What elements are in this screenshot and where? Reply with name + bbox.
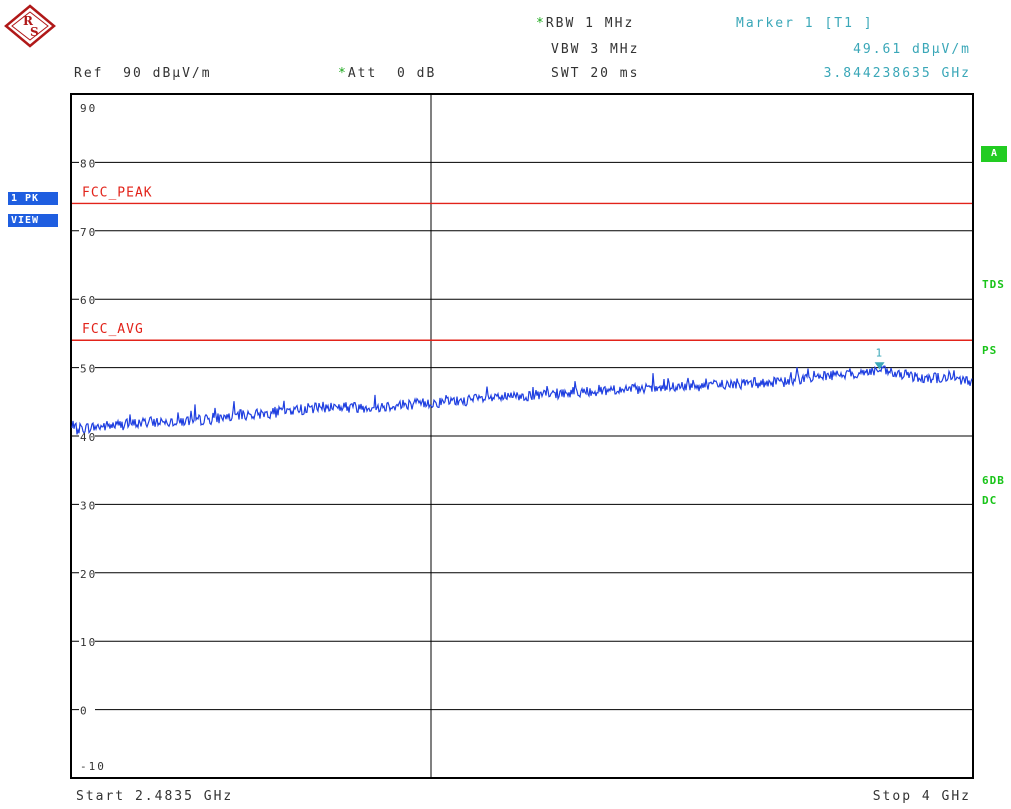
y-tick-label: 30 (80, 499, 97, 512)
y-tick-label: 20 (80, 568, 97, 581)
y-tick-label: 50 (80, 363, 97, 376)
stop-frequency: Stop 4 GHz (872, 789, 971, 804)
y-tick-label-bg (79, 224, 95, 237)
rbw-coupled-star: * (536, 16, 546, 31)
y-tick-label: 90 (80, 102, 97, 115)
swt-setting: SWT 20 ms (551, 66, 639, 81)
y-tick-label: 60 (80, 294, 97, 307)
rbw-setting: *RBW 1 MHz (536, 16, 634, 31)
att-coupled-star: * (338, 66, 348, 81)
ref-label: Ref (74, 66, 104, 81)
vbw-label: VBW (551, 42, 581, 57)
ref-value: 90 dBµV/m (123, 66, 212, 81)
y-tick-labels: 90 80 70 60 50 40 30 20 10 0 -10 (79, 102, 106, 773)
attenuation: *Att 0 dB (338, 66, 436, 81)
y-tick-label-bg (79, 361, 95, 374)
limit-line-label: FCC_AVG (82, 322, 144, 337)
y-tick-label-bg (79, 156, 95, 169)
marker-level: 49.61 dBµV/m (853, 42, 971, 57)
grid (72, 94, 972, 778)
limit-line-label: FCC_PEAK (82, 185, 153, 200)
y-tick-label: -10 (80, 760, 106, 773)
y-tick-label-bg (79, 498, 95, 511)
svg-text:S: S (30, 25, 39, 39)
trace-mode-badge: VIEW (8, 214, 58, 227)
y-tick-label: 70 (80, 226, 97, 239)
marker-1-triangle (874, 362, 885, 370)
vbw-setting: VBW 3 MHz (551, 42, 639, 57)
swt-value: 20 ms (590, 66, 640, 81)
rbw-value: 1 MHz (585, 16, 635, 31)
y-tick-label: 80 (80, 157, 97, 170)
rohde-schwarz-logo: R S (4, 4, 56, 48)
y-tick-label-bg (79, 430, 95, 442)
att-value: 0 dB (396, 66, 437, 81)
marker-frequency: 3.844238635 GHz (823, 66, 971, 81)
trace-detector-badge: 1 PK (8, 192, 58, 205)
trace-layer (71, 365, 973, 435)
plot-frame (70, 93, 974, 779)
y-tick-label: 10 (80, 636, 97, 649)
att-label: Att (347, 66, 378, 81)
y-tick-label: 40 (80, 431, 97, 444)
tds-indicator: TDS (982, 278, 1005, 291)
start-frequency: Start 2.4835 GHz (76, 789, 234, 804)
y-tick-label-bg (79, 293, 95, 306)
vbw-value: 3 MHz (590, 42, 640, 57)
limit-lines: FCC_PEAK FCC_AVG (72, 185, 972, 341)
rbw-label: RBW (545, 16, 576, 31)
6db-indicator: 6DB (982, 474, 1005, 487)
marker-title: Marker 1 [T1 ] (736, 16, 874, 31)
dc-indicator: DC (982, 494, 998, 507)
ref-level: Ref 90 dBµV/m (74, 66, 212, 81)
y-tick-label: 0 (80, 705, 89, 718)
ps-indicator: PS (982, 344, 998, 357)
trace-1 (71, 365, 973, 435)
y-tick-label-bg (79, 566, 95, 579)
screen-a-indicator: A (981, 146, 1007, 162)
svg-text:R: R (23, 14, 34, 28)
marker-1-label: 1 (876, 346, 883, 359)
y-tick-label-bg (79, 635, 95, 648)
swt-label: SWT (551, 66, 581, 81)
y-tick-label-bg (79, 703, 95, 716)
marker-layer: 1 (874, 346, 885, 370)
